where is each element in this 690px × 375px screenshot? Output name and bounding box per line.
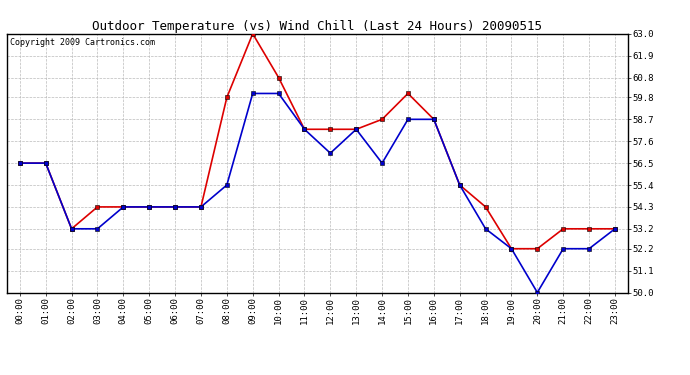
Text: Copyright 2009 Cartronics.com: Copyright 2009 Cartronics.com [10, 38, 155, 46]
Title: Outdoor Temperature (vs) Wind Chill (Last 24 Hours) 20090515: Outdoor Temperature (vs) Wind Chill (Las… [92, 20, 542, 33]
